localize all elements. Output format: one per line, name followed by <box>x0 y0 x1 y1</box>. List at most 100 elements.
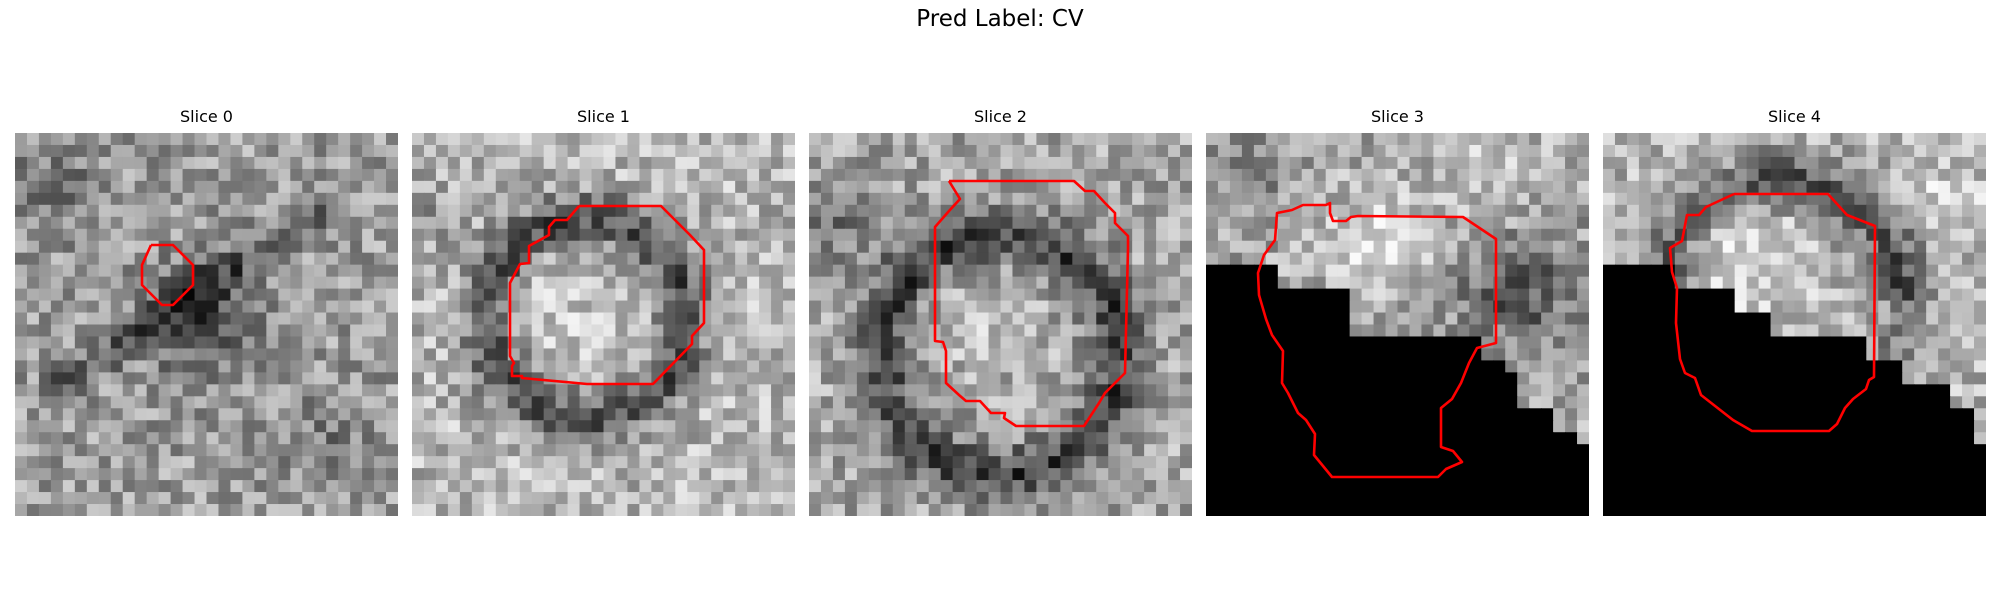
pixel-cell <box>495 324 509 338</box>
pixel-cell <box>543 432 557 445</box>
pixel-cell <box>1626 180 1640 194</box>
pixel-cell <box>1301 504 1315 516</box>
pixel-cell <box>1770 420 1784 433</box>
pixel-cell <box>1902 204 1915 218</box>
pixel-cell <box>230 180 244 194</box>
pixel-cell <box>338 252 351 266</box>
pixel-cell <box>1096 468 1109 481</box>
pixel-cell <box>362 360 375 373</box>
pixel-cell <box>122 348 136 362</box>
pixel-cell <box>1253 348 1267 362</box>
pixel-cell <box>1313 168 1327 182</box>
pixel-cell <box>1096 360 1109 373</box>
pixel-cell <box>964 168 978 182</box>
pixel-cell <box>1421 360 1435 373</box>
pixel-cell <box>26 204 40 218</box>
pixel-cell <box>98 300 112 314</box>
pixel-cell <box>759 456 772 469</box>
pixel-cell <box>1108 288 1121 302</box>
pixel-cell <box>723 348 736 362</box>
pixel-cell <box>86 336 100 350</box>
pixel-cell <box>1048 228 1061 242</box>
pixel-cell <box>1060 300 1073 314</box>
pixel-cell <box>1096 312 1109 326</box>
pixel-cell <box>1301 432 1315 445</box>
pixel-cell <box>1217 360 1231 373</box>
pixel-cell <box>1626 276 1640 290</box>
pixel-cell <box>1409 444 1423 457</box>
pixel-cell <box>1277 324 1291 338</box>
pixel-cell <box>663 252 676 266</box>
pixel-cell <box>1854 444 1867 457</box>
pixel-cell <box>1529 240 1542 254</box>
pixel-cell <box>1072 168 1085 182</box>
pixel-cell <box>627 480 641 493</box>
pixel-cell <box>699 384 712 397</box>
pixel-cell <box>1313 372 1327 385</box>
pixel-cell <box>844 204 858 218</box>
pixel-cell <box>1806 276 1820 290</box>
pixel-cell <box>1902 240 1915 254</box>
pixel-cell <box>809 180 822 194</box>
pixel-cell <box>1603 408 1616 421</box>
pixel-cell <box>62 324 76 338</box>
pixel-cell <box>98 468 112 481</box>
slice-panel-3: Slice 3 <box>1206 107 1589 516</box>
pixel-cell <box>1614 133 1628 146</box>
pixel-cell <box>242 504 255 516</box>
pixel-cell <box>38 348 52 362</box>
pixel-cell <box>1206 372 1219 385</box>
pixel-cell <box>988 324 1002 338</box>
pixel-cell <box>1950 372 1963 385</box>
pixel-cell <box>1120 192 1133 206</box>
pixel-cell <box>362 456 375 469</box>
pixel-cell <box>615 312 629 326</box>
pixel-cell <box>26 408 40 421</box>
pixel-cell <box>1421 264 1435 278</box>
pixel-cell <box>1337 133 1351 146</box>
pixel-cell <box>1902 312 1915 326</box>
pixel-cell <box>1674 312 1688 326</box>
pixel-cell <box>38 468 52 481</box>
pixel-cell <box>1072 348 1085 362</box>
pixel-cell <box>1265 312 1279 326</box>
pixel-cell <box>1397 133 1411 146</box>
pixel-cell <box>1373 228 1387 242</box>
pixel-cell <box>1794 396 1808 409</box>
pixel-cell <box>412 480 425 493</box>
pixel-cell <box>50 408 64 421</box>
pixel-cell <box>1409 360 1423 373</box>
pixel-cell <box>495 300 509 314</box>
pixel-cell <box>1553 228 1566 242</box>
pixel-cell <box>1565 504 1578 516</box>
pixel-cell <box>1024 168 1038 182</box>
pixel-cell <box>1962 336 1975 350</box>
pixel-cell <box>783 180 795 194</box>
pixel-cell <box>146 192 160 206</box>
pixel-cell <box>1206 396 1219 409</box>
pixel-cell <box>603 276 617 290</box>
pixel-cell <box>182 156 196 170</box>
pixel-cell <box>74 133 88 146</box>
pixel-cell <box>1974 204 1986 218</box>
pixel-cell <box>1072 432 1085 445</box>
pixel-cell <box>1517 432 1530 445</box>
pixel-cell <box>1517 360 1530 373</box>
pixel-cell <box>1060 252 1073 266</box>
pixel-cell <box>1277 432 1291 445</box>
pixel-cell <box>1060 456 1073 469</box>
pixel-cell <box>1565 192 1578 206</box>
pixel-cell <box>1421 492 1435 505</box>
pixel-cell <box>832 288 846 302</box>
pixel-cell <box>1120 360 1133 373</box>
pixel-cell <box>711 396 724 409</box>
pixel-cell <box>1698 456 1712 469</box>
pixel-cell <box>1301 192 1315 206</box>
pixel-cell <box>74 396 88 409</box>
pixel-cell <box>1854 372 1867 385</box>
pixel-cell <box>1433 384 1446 397</box>
pixel-cell <box>1782 192 1796 206</box>
pixel-cell <box>639 444 652 457</box>
pixel-cell <box>50 360 64 373</box>
pixel-cell <box>1060 492 1073 505</box>
